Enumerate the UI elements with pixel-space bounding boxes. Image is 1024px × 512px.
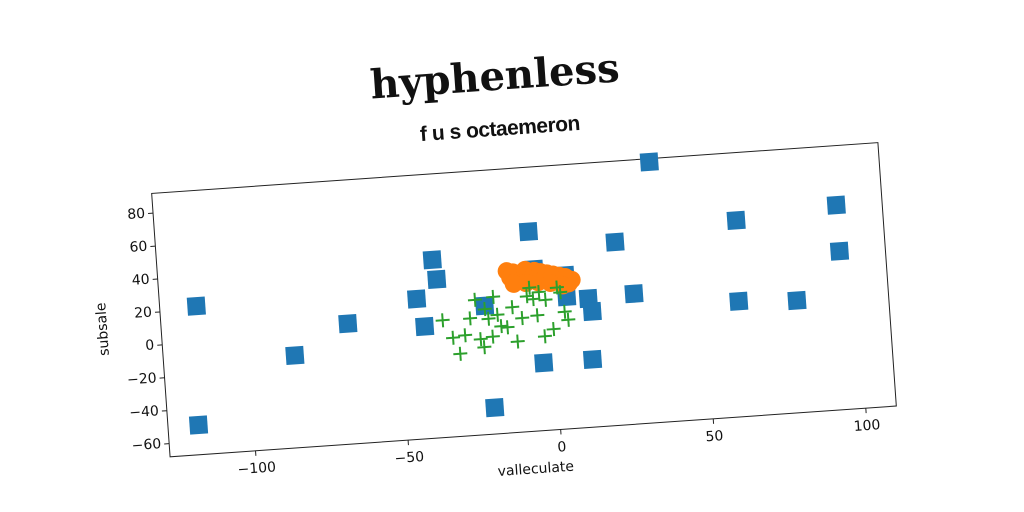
- plus-marker: [526, 292, 541, 307]
- plus-marker: [453, 346, 468, 361]
- y-tick-label: −60: [131, 436, 162, 454]
- y-axis-label: subsale: [93, 302, 113, 356]
- y-tick-label: 40: [131, 272, 150, 289]
- square-marker: [582, 301, 602, 322]
- square-marker: [729, 291, 749, 311]
- square-marker: [726, 210, 746, 230]
- y-tick-label: −20: [127, 370, 158, 388]
- plus-marker: [490, 307, 505, 322]
- plus-marker: [537, 329, 552, 344]
- plot-frame: [151, 142, 897, 458]
- plus-marker: [522, 280, 537, 295]
- plus-marker: [485, 329, 500, 344]
- plus-marker: [477, 340, 492, 355]
- square-marker: [422, 250, 442, 270]
- square-marker: [829, 241, 850, 261]
- plus-marker: [557, 304, 572, 319]
- plus-marker: [519, 289, 534, 304]
- y-tick-label: 60: [129, 239, 148, 256]
- plus-marker: [494, 319, 509, 334]
- plus-marker: [515, 310, 530, 326]
- square-marker: [639, 152, 659, 172]
- x-tick-label: −100: [237, 459, 276, 478]
- square-marker: [605, 232, 625, 252]
- plus-marker: [473, 332, 488, 347]
- square-marker: [407, 289, 427, 309]
- square-marker: [582, 349, 603, 370]
- square-marker: [485, 398, 505, 418]
- square-marker: [186, 296, 206, 316]
- square-marker: [787, 290, 807, 311]
- plus-marker: [446, 330, 461, 345]
- square-marker: [338, 314, 358, 334]
- plus-marker: [467, 292, 482, 307]
- square-marker: [624, 284, 644, 304]
- plus-marker: [435, 313, 450, 328]
- circle-marker: [553, 276, 572, 295]
- plus-marker: [531, 285, 546, 300]
- square-marker: [188, 415, 209, 435]
- y-tick-label: 80: [127, 206, 146, 223]
- plus-marker: [546, 322, 561, 337]
- plus-marker: [463, 311, 478, 326]
- x-tick-label: 100: [853, 417, 881, 435]
- plus-marker: [486, 289, 501, 304]
- plus-marker: [481, 311, 496, 326]
- y-tick-label: 20: [134, 305, 153, 322]
- plus-marker: [477, 302, 492, 317]
- x-tick-label: 50: [705, 428, 724, 445]
- chart-title: hyphenless: [369, 44, 621, 108]
- plus-marker: [500, 320, 515, 335]
- x-axis-label: valleculate: [497, 459, 574, 480]
- square-marker: [285, 345, 305, 366]
- plus-marker: [510, 334, 525, 349]
- square-marker: [415, 316, 435, 337]
- plus-marker: [458, 328, 473, 343]
- square-marker: [534, 353, 554, 373]
- y-tick-label: −40: [129, 403, 160, 421]
- plot: −100 −50 0 50 100 −60 −40 −20 0 20 40 60 80 vallecula…: [93, 142, 897, 480]
- x-tick-label: 0: [557, 439, 567, 456]
- plus-marker: [553, 285, 568, 300]
- square-marker: [427, 269, 447, 289]
- x-tick-label: −50: [394, 449, 425, 467]
- plus-marker: [538, 292, 553, 307]
- square-marker: [518, 221, 539, 242]
- plus-marker: [530, 308, 545, 323]
- chart-subtitle: f u s octaemeron: [419, 112, 580, 146]
- plus-marker: [561, 312, 576, 327]
- y-tick-label: 0: [145, 337, 155, 354]
- plus-marker: [505, 300, 520, 315]
- square-marker: [826, 195, 846, 215]
